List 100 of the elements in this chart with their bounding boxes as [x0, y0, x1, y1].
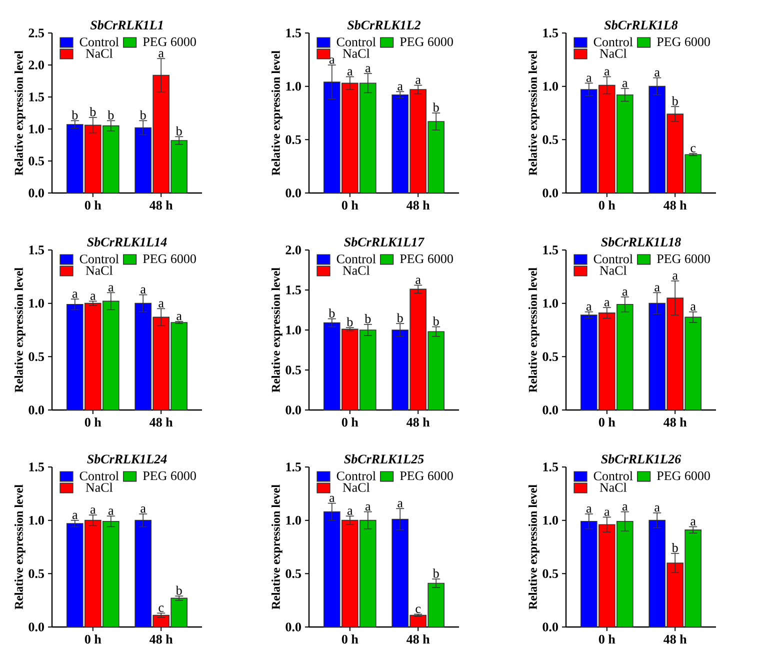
chart-title: SbCrRLK1L24 [87, 454, 167, 464]
y-tick-label: 1.0 [29, 516, 44, 525]
annotation: a [622, 290, 628, 296]
legend-label: Control [80, 254, 119, 264]
annotation: a [329, 496, 335, 502]
y-axis-title: Relative expression level [528, 268, 540, 392]
y-tick-label: 0.5 [542, 135, 558, 144]
y-tick-label: 0.0 [286, 622, 301, 632]
annotation: c [416, 606, 421, 613]
y-tick-label: 0.0 [542, 406, 558, 414]
annotation: a [140, 287, 146, 294]
legend-label: PEG 6000 [657, 471, 710, 480]
y-tick-label: 0.0 [28, 406, 44, 414]
annotation: a [690, 519, 696, 526]
annotation: b [346, 317, 353, 326]
annotation: a [158, 51, 164, 58]
y-axis-title: Relative expression level [271, 484, 282, 610]
legend-label: NaCl [342, 482, 370, 492]
y-tick-label: 1.5 [29, 462, 44, 472]
legend-label: PEG 6000 [143, 37, 196, 46]
y-tick-label: 0.0 [28, 622, 44, 632]
y-tick-label: 2.0 [28, 60, 44, 70]
y-tick-label: 0.5 [28, 352, 44, 362]
annotation: a [347, 69, 353, 76]
annotation: a [398, 84, 403, 90]
annotation: b [176, 126, 182, 136]
annotation: b [364, 314, 371, 324]
legend-label: NaCl [86, 482, 113, 492]
x-tick-label: 48 h [150, 634, 173, 644]
y-tick-label: 0.0 [286, 406, 301, 414]
chart-title: SbCrRLK1L1 [90, 20, 163, 30]
annotation: b [672, 96, 678, 106]
annotation: b [328, 308, 335, 318]
annotation: a [329, 58, 335, 64]
legend-label: Control [336, 471, 376, 480]
y-tick-label: 1.5 [286, 286, 301, 294]
annotation: a [690, 304, 696, 311]
y-tick-label: 0.0 [286, 188, 301, 198]
x-tick-label: 48 h [664, 634, 687, 644]
chart-title: SbCrRLK1L14 [87, 237, 167, 246]
chart-title: SbCrRLK1L18 [601, 237, 681, 246]
annotation: a [654, 70, 660, 77]
annotation: b [108, 110, 114, 120]
y-tick-label: 0.5 [286, 366, 301, 374]
y-tick-label: 0.5 [542, 352, 558, 362]
annotation: b [90, 107, 96, 116]
annotation: a [622, 504, 628, 511]
y-tick-label: 1.5 [543, 462, 558, 472]
y-tick-label: 0.5 [286, 135, 301, 144]
y-tick-label: 1.0 [543, 298, 558, 308]
y-tick-label: 1.5 [286, 28, 301, 38]
annotation: a [398, 501, 403, 508]
annotation: a [622, 81, 628, 88]
annotation: a [365, 504, 371, 511]
legend-label: Control [80, 37, 119, 46]
x-tick-label: 48 h [406, 634, 430, 644]
legend-label: Control [80, 471, 119, 480]
legend-label: NaCl [342, 48, 370, 58]
y-tick-label: 1.5 [29, 246, 44, 254]
legend-label: NaCl [86, 48, 113, 58]
annotation: b [672, 543, 678, 552]
y-tick-label: 0.5 [28, 569, 44, 578]
x-tick-label: 48 h [664, 418, 687, 427]
y-tick-label: 1.5 [543, 246, 558, 254]
x-tick-label: 0 h [598, 634, 616, 644]
y-tick-label: 1.0 [286, 516, 301, 525]
y-tick-label: 2.0 [286, 246, 301, 254]
legend-label: Control [336, 254, 376, 264]
annotation: a [108, 285, 114, 292]
y-tick-label: 1.0 [286, 326, 301, 334]
chart-title: SbCrRLK1L17 [344, 237, 425, 246]
x-tick-label: 48 h [150, 418, 173, 427]
annotation: a [604, 300, 610, 306]
annotation: a [158, 301, 164, 308]
annotation: a [108, 508, 114, 515]
legend-label: Control [594, 37, 633, 46]
legend-label: PEG 6000 [400, 37, 453, 46]
x-tick-label: 0 h [84, 200, 102, 210]
y-axis-title: Relative expression level [271, 50, 282, 176]
chart-title: SbCrRLK1L25 [344, 454, 424, 464]
x-tick-label: 48 h [664, 200, 687, 210]
x-tick-label: 0 h [84, 634, 102, 644]
annotation: a [586, 76, 592, 82]
legend-label: Control [594, 254, 633, 264]
y-tick-label: 0.0 [542, 188, 558, 198]
annotation: b [432, 568, 439, 578]
y-axis-title: Relative expression level [14, 50, 26, 176]
annotation: a [604, 69, 610, 76]
annotation: b [176, 586, 182, 595]
annotation: a [365, 66, 371, 72]
y-axis-title: Relative expression level [14, 484, 26, 610]
annotation: a [140, 506, 146, 513]
legend-label: PEG 6000 [657, 254, 710, 264]
y-tick-label: 1.0 [286, 82, 301, 91]
x-tick-label: 48 h [406, 200, 430, 210]
annotation: a [586, 304, 592, 311]
y-tick-label: 1.0 [29, 298, 44, 308]
legend-label: PEG 6000 [657, 37, 710, 46]
y-axis-title: Relative expression level [528, 484, 540, 610]
x-tick-label: 0 h [342, 634, 358, 644]
